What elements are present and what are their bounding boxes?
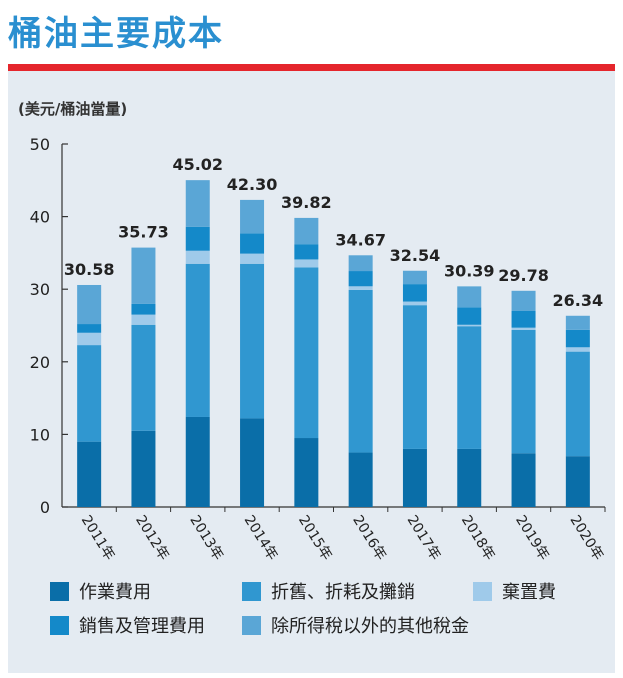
bar-segment	[294, 244, 319, 260]
y-tick-label: 10	[30, 425, 50, 444]
x-tick-label: 2012年	[132, 513, 172, 564]
bar-segment	[457, 307, 482, 325]
bar-segment	[131, 247, 156, 304]
x-tick-label: 2014年	[241, 513, 281, 564]
bar-segment	[348, 255, 373, 272]
y-tick-label: 20	[30, 353, 50, 372]
bar-segment	[511, 290, 536, 311]
bar-segment	[402, 284, 427, 302]
bar-segment	[348, 286, 373, 290]
bar-segment	[457, 324, 482, 327]
bar-segment	[294, 217, 319, 245]
bar-segment	[457, 286, 482, 308]
bar-segment	[348, 289, 373, 453]
bar-total-label: 35.73	[118, 223, 169, 242]
x-tick-label: 2020年	[566, 513, 606, 564]
bar-segment	[77, 332, 102, 346]
bar-total-label: 30.39	[444, 261, 495, 280]
y-tick-label: 0	[40, 498, 50, 517]
bar-segment	[565, 329, 590, 348]
bar-segment	[240, 199, 265, 234]
bar-segment	[511, 453, 536, 507]
x-tick-label: 2016年	[349, 513, 389, 564]
x-tick-label: 2018年	[458, 513, 498, 564]
bar-segment	[565, 456, 590, 507]
y-tick-label: 40	[30, 208, 50, 227]
bar-segment	[77, 284, 102, 325]
bar-total-label: 34.67	[335, 230, 386, 249]
bar-segment	[402, 270, 427, 285]
page-title: 桶油主要成本	[8, 14, 224, 54]
bar-segment	[348, 452, 373, 507]
bar-segment	[511, 327, 536, 330]
bar-segment	[565, 347, 590, 352]
bar-segment	[240, 253, 265, 264]
bar-segment	[185, 180, 210, 227]
bar-segment	[77, 324, 102, 333]
bar-segment	[565, 351, 590, 457]
bar-segment	[131, 314, 156, 325]
bar-total-label: 26.34	[553, 291, 604, 310]
bar-segment	[402, 448, 427, 507]
bar-segment	[240, 418, 265, 507]
x-tick-label: 2011年	[78, 513, 118, 564]
bar-segment	[77, 345, 102, 442]
x-tick-label: 2015年	[295, 513, 335, 564]
bar-segment	[457, 326, 482, 449]
x-tick-label: 2019年	[512, 513, 552, 564]
bar-segment	[131, 303, 156, 315]
bar-total-label: 30.58	[64, 260, 115, 279]
bar-segment	[131, 430, 156, 507]
x-tick-label: 2017年	[404, 513, 444, 564]
bar-segment	[565, 315, 590, 330]
bar-segment	[511, 310, 536, 328]
x-tick-label: 2013年	[186, 513, 226, 564]
bar-total-label: 45.02	[172, 155, 223, 174]
y-axis-unit-label: (美元/桶油當量)	[18, 100, 128, 118]
y-tick-label: 30	[30, 280, 50, 299]
bar-segment	[457, 448, 482, 507]
bar-total-label: 32.54	[390, 246, 441, 265]
bar-segment	[240, 263, 265, 419]
bar-segment	[348, 271, 373, 287]
bar-segment	[77, 441, 102, 507]
y-tick-label: 50	[30, 135, 50, 154]
bar-total-label: 39.82	[281, 193, 332, 212]
bar-segment	[402, 305, 427, 449]
bar-total-label: 29.78	[498, 266, 549, 285]
bar-total-label: 42.30	[227, 175, 278, 194]
bar-segment	[402, 301, 427, 306]
bar-segment	[185, 263, 210, 417]
bar-segment	[511, 329, 536, 454]
bar-segment	[294, 259, 319, 268]
bar-segment	[294, 438, 319, 507]
bar-segment	[185, 226, 210, 251]
bar-segment	[294, 267, 319, 439]
bar-segment	[131, 324, 156, 431]
title-rule	[8, 64, 615, 71]
bar-segment	[185, 416, 210, 507]
bar-segment	[185, 250, 210, 264]
bar-segment	[240, 233, 265, 254]
